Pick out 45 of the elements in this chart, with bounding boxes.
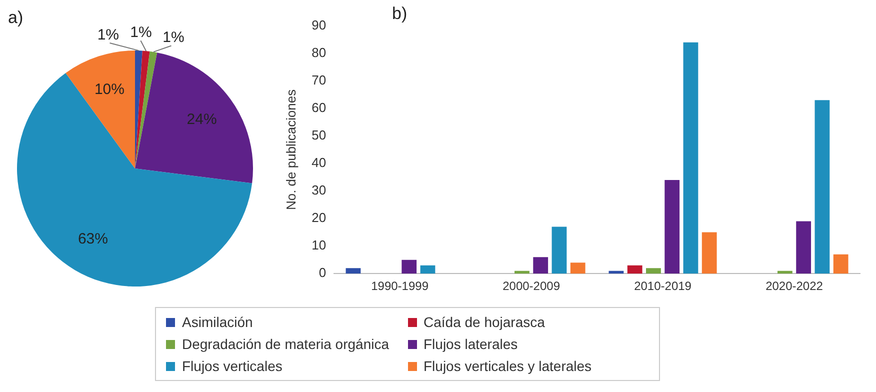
data-label: 63%: [78, 230, 108, 248]
bar: [702, 232, 717, 274]
legend-label: Flujos laterales: [424, 336, 518, 352]
x-tick-label: 2010-2019: [634, 279, 692, 294]
legend-label: Degradación de materia orgánica: [182, 336, 390, 352]
legend-label: Caída de hojarasca: [424, 314, 545, 330]
y-tick-label: 0: [318, 265, 326, 280]
bar: [777, 270, 792, 274]
chart-title: b): [392, 4, 408, 24]
data-label: 1%: [162, 29, 184, 46]
bar: [552, 226, 567, 274]
y-tick-label: 90: [312, 17, 326, 32]
y-axis-title: No. de publicaciones: [283, 88, 298, 210]
y-tick-label: 40: [312, 155, 326, 170]
bar: [627, 265, 642, 274]
bar: [683, 42, 698, 274]
x-tick-label: 2000-2009: [502, 279, 560, 294]
bar: [402, 260, 417, 274]
chart-title: a): [8, 8, 24, 28]
x-tick-label: 1990-1999: [371, 279, 429, 294]
y-tick-label: 10: [312, 238, 326, 253]
y-tick-label: 60: [312, 100, 326, 115]
legend-label: Asimilación: [182, 314, 253, 330]
bar: [533, 257, 548, 274]
bar: [664, 180, 680, 274]
data-label: 1%: [130, 24, 152, 41]
legend-label: Flujos verticales: [182, 358, 282, 374]
bar: [570, 262, 586, 274]
y-tick-label: 20: [312, 210, 326, 226]
bar: [346, 268, 361, 274]
y-tick-label: 50: [312, 128, 326, 143]
legend-label: Flujos verticales y laterales: [424, 358, 592, 374]
y-tick-label: 30: [312, 182, 326, 198]
bar: [796, 221, 812, 274]
y-tick-label: 70: [312, 72, 326, 88]
bar: [514, 270, 530, 274]
y-tick-label: 80: [312, 44, 326, 60]
bar: [833, 254, 848, 274]
data-label: 1%: [97, 26, 120, 44]
bar: [814, 100, 830, 274]
bar: [420, 265, 436, 274]
bar: [646, 268, 661, 274]
x-tick-label: 2020-2022: [766, 279, 824, 294]
data-label: 10%: [94, 81, 124, 98]
data-label: 24%: [186, 111, 217, 128]
